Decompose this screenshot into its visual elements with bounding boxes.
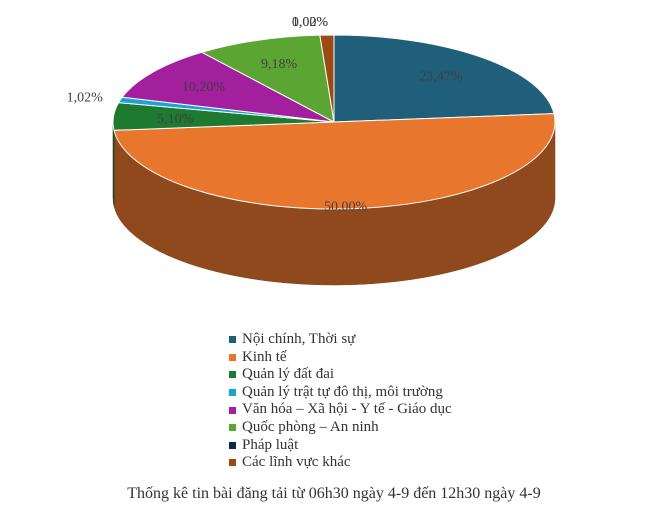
legend-item-dat-dai: Quản lý đất đai <box>229 366 452 384</box>
pie-slice-4 <box>121 51 335 123</box>
data-label-5: 9,18% <box>261 57 298 72</box>
legend-label: Nội chính, Thời sự <box>242 331 356 347</box>
chart-legend: Nội chính, Thời sự Kinh tế Quản lý đất đ… <box>229 331 452 472</box>
legend-item-kinh-te: Kinh tế <box>229 349 452 367</box>
legend-label: Các lĩnh vực khác <box>242 454 351 471</box>
legend-swatch <box>229 389 236 397</box>
pie-slice-7 <box>319 34 335 123</box>
legend-label: Quốc phòng – An ninh <box>242 418 379 435</box>
legend-label: Quản lý đất đai <box>242 366 335 383</box>
data-label-1: 50,00% <box>324 200 368 215</box>
legend-item-noi-chinh: Nội chính, Thời sự <box>229 331 452 349</box>
legend-swatch <box>229 441 236 449</box>
legend-item-khac: Các lĩnh vực khác <box>229 454 452 472</box>
pie-chart: 23,47%50,00%5,10%1,02%10,20%9,18%0,00%1,… <box>67 15 556 286</box>
pie-slice-5 <box>200 34 335 123</box>
legend-item-do-thi: Quản lý trật tự đô thị, môi trường <box>229 384 452 402</box>
chart-caption: Thống kê tin bài đăng tải từ 06h30 ngày … <box>127 485 541 502</box>
data-label-4: 10,20% <box>182 80 226 95</box>
legend-label: Quản lý trật tự đô thị, môi trường <box>242 383 443 400</box>
legend-item-phap-luat: Pháp luật <box>229 437 452 455</box>
data-label-7: 1,02% <box>292 15 329 30</box>
legend-label: Pháp luật <box>242 436 299 453</box>
data-label-6: 0,00% <box>292 15 329 30</box>
legend-swatch <box>229 424 236 432</box>
pie-slice-0 <box>333 34 555 123</box>
legend-swatch <box>229 353 236 361</box>
legend-swatch <box>229 406 236 414</box>
pie-side-2 <box>112 121 115 207</box>
legend-swatch <box>229 371 236 379</box>
legend-swatch <box>229 459 236 467</box>
legend-item-quoc-phong: Quốc phòng – An ninh <box>229 419 452 437</box>
data-label-0: 23,47% <box>419 70 463 85</box>
legend-label: Kinh tế <box>242 348 287 365</box>
legend-swatch <box>229 336 236 344</box>
data-label-3: 1,02% <box>67 90 104 105</box>
pie-slice-1 <box>113 113 556 210</box>
legend-item-van-hoa: Văn hóa – Xã hội - Y tế - Giáo dục <box>229 401 452 419</box>
legend-label: Văn hóa – Xã hội - Y tế - Giáo dục <box>242 401 452 418</box>
data-label-2: 5,10% <box>157 112 194 127</box>
